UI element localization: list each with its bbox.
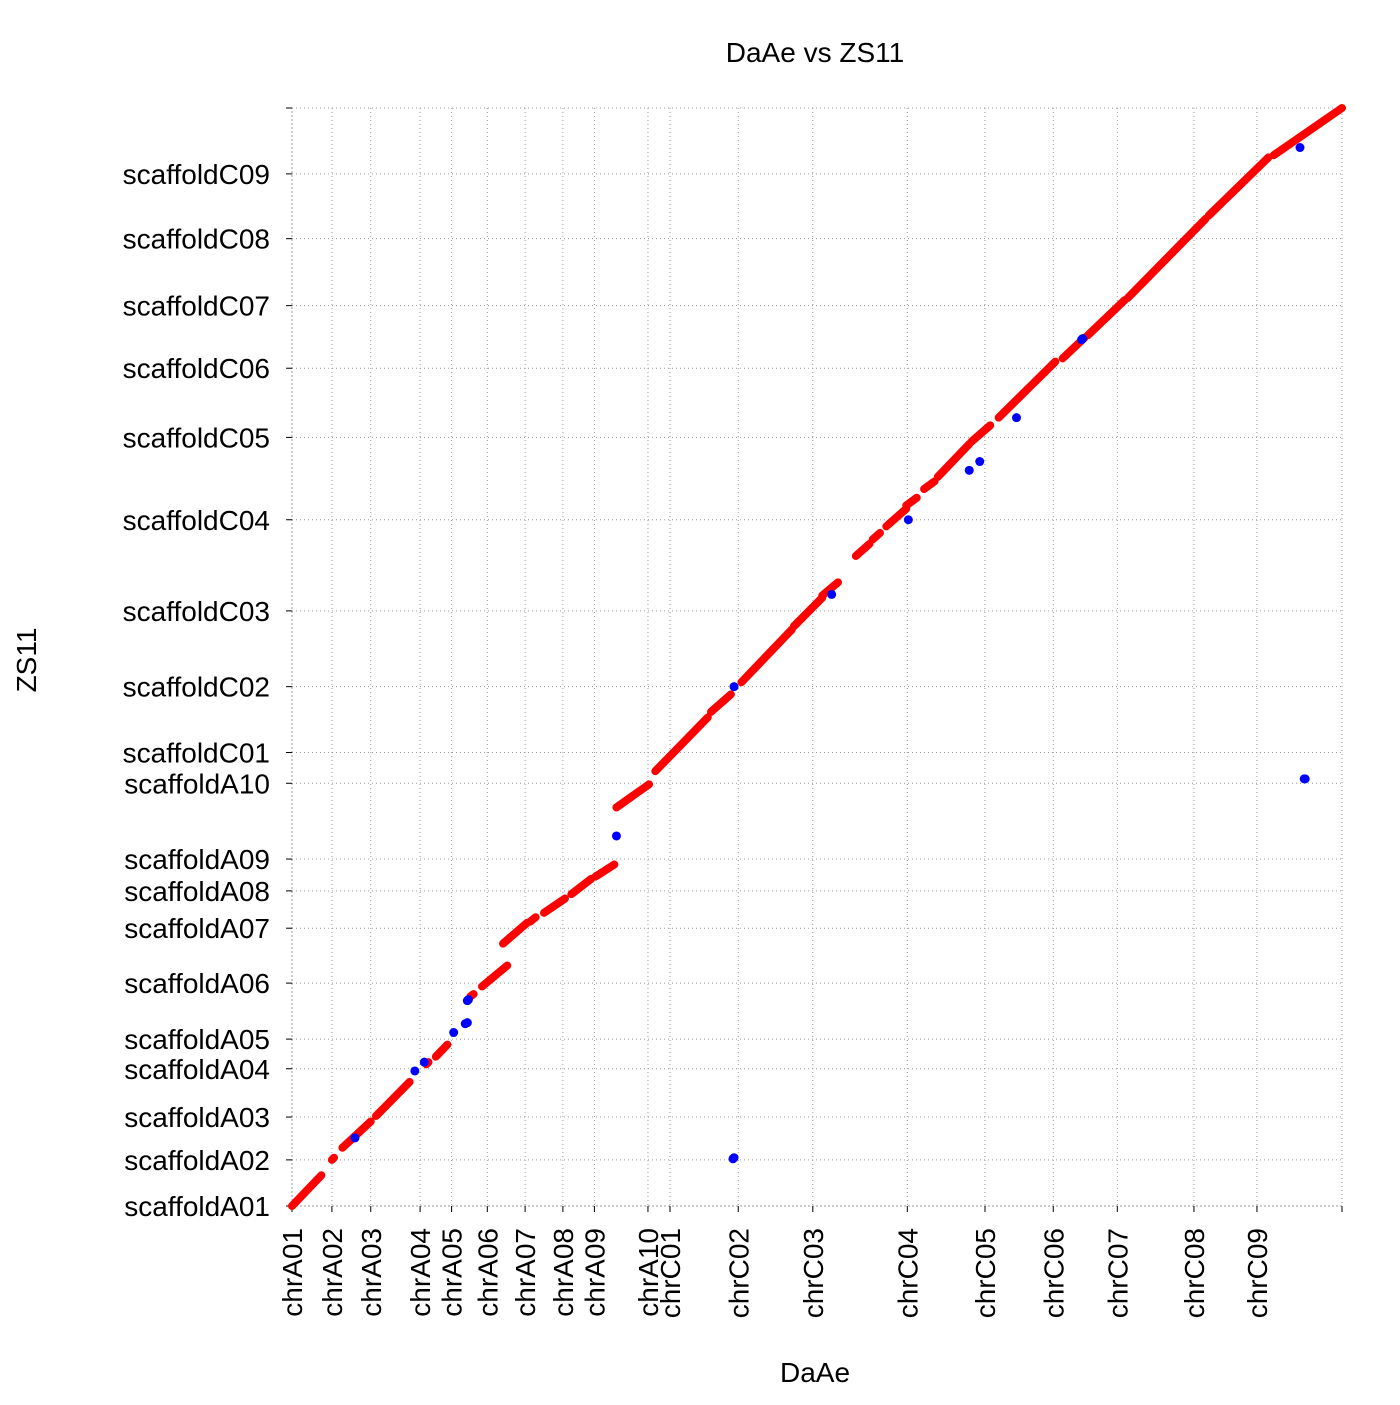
tick-layer: chrA01 chrA02 chrA03 chrA04 chrA05 chrA06 chrA…	[123, 107, 1343, 1318]
data-layer	[288, 104, 1346, 1210]
forward-alignment-segment	[1083, 296, 1129, 340]
forward-alignment-segment	[1269, 104, 1346, 160]
y-tick-label: scaffoldC01	[123, 738, 270, 769]
y-tick-label: scaffoldC02	[123, 672, 270, 703]
forward-alignment-segment	[994, 357, 1060, 422]
reverse-alignment-point	[350, 1133, 360, 1143]
forward-alignment-segment	[327, 1153, 338, 1164]
reverse-alignment-point	[975, 457, 985, 467]
forward-alignment-segment	[818, 578, 842, 600]
x-tick-label: chrA05	[437, 1228, 468, 1317]
reverse-alignment-point	[410, 1066, 420, 1076]
reverse-alignment-point	[449, 1028, 459, 1038]
x-tick-label: chrC01	[655, 1228, 686, 1318]
x-tick-label: chrA01	[277, 1228, 308, 1317]
forward-alignment-segment	[466, 990, 478, 1001]
reverse-alignment-point	[1295, 143, 1305, 153]
forward-alignment-segment	[933, 439, 974, 481]
y-tick-label: scaffoldA06	[124, 968, 270, 999]
x-tick-label: chrC05	[970, 1228, 1001, 1318]
reverse-alignment-point	[463, 995, 473, 1005]
forward-alignment-segment	[478, 961, 512, 991]
y-tick-label: scaffoldA01	[124, 1191, 270, 1222]
forward-alignment-segment	[591, 860, 619, 881]
reverse-alignment-point	[1078, 334, 1088, 344]
x-axis-label: DaAe	[780, 1357, 850, 1388]
y-tick-label: scaffoldC09	[123, 159, 270, 190]
reverse-alignment-point	[827, 589, 837, 599]
x-tick-label: chrA09	[579, 1228, 610, 1317]
x-tick-label: chrC07	[1102, 1228, 1133, 1318]
reverse-alignment-point	[1300, 774, 1310, 784]
y-tick-label: scaffoldC08	[123, 224, 270, 255]
x-tick-label: chrA07	[510, 1228, 541, 1317]
y-tick-label: scaffoldA08	[124, 876, 270, 907]
forward-alignment-segment	[882, 504, 911, 531]
forward-alignment-segment	[920, 477, 939, 494]
y-axis-label: ZS11	[11, 628, 42, 693]
reverse-alignment-point	[462, 1018, 472, 1028]
reverse-alignment-point	[903, 515, 913, 525]
x-tick-label: chrC09	[1242, 1228, 1273, 1318]
reverse-alignment-point	[419, 1057, 429, 1067]
y-tick-label: scaffoldA10	[124, 768, 270, 799]
forward-alignment-segment	[737, 625, 796, 687]
reverse-alignment-point	[1012, 413, 1021, 423]
forward-alignment-segment	[372, 1077, 414, 1120]
y-tick-label: scaffoldA05	[124, 1024, 270, 1055]
x-tick-label: chrA04	[405, 1228, 436, 1317]
forward-alignment-segment	[431, 1040, 452, 1061]
x-tick-label: chrA03	[356, 1228, 387, 1317]
y-tick-label: scaffoldC05	[123, 422, 270, 453]
reverse-alignment-point	[964, 465, 974, 475]
forward-alignment-segment	[651, 713, 712, 776]
chart-title: DaAe vs ZS11	[726, 37, 904, 68]
y-tick-label: scaffoldA02	[124, 1145, 270, 1176]
reverse-alignment-point	[611, 831, 621, 841]
forward-alignment-segment	[706, 690, 735, 716]
y-tick-label: scaffoldA04	[124, 1054, 270, 1085]
x-tick-label: chrA02	[317, 1228, 348, 1317]
forward-alignment-segment	[851, 539, 874, 560]
y-tick-label: scaffoldC07	[123, 291, 270, 322]
forward-alignment-segment	[526, 913, 540, 926]
y-tick-label: scaffoldC06	[123, 353, 270, 384]
forward-alignment-segment	[967, 421, 995, 446]
forward-alignment-segment	[902, 493, 921, 510]
forward-alignment-segment	[612, 780, 653, 812]
forward-alignment-segment	[789, 593, 827, 631]
y-tick-label: scaffoldA03	[124, 1102, 270, 1133]
x-tick-label: chrA08	[548, 1228, 579, 1317]
y-tick-label: scaffoldC03	[123, 596, 270, 627]
x-tick-label: chrA06	[472, 1228, 503, 1317]
y-tick-label: scaffoldC04	[123, 505, 270, 536]
forward-alignment-segment	[288, 1171, 326, 1210]
forward-alignment-segment	[499, 918, 532, 948]
forward-alignment-segment	[1123, 214, 1210, 302]
forward-alignment-segment	[567, 874, 596, 899]
x-tick-label: chrC03	[798, 1228, 829, 1318]
grid-layer	[291, 107, 1343, 1207]
x-tick-label: chrA10	[633, 1228, 664, 1317]
y-tick-label: scaffoldA09	[124, 844, 270, 875]
forward-alignment-segment	[540, 894, 569, 917]
reverse-alignment-point	[729, 1153, 739, 1163]
reverse-alignment-point	[729, 682, 739, 692]
y-tick-label: scaffoldA07	[124, 913, 270, 944]
forward-alignment-segment	[1204, 153, 1273, 220]
x-tick-label: chrC02	[723, 1228, 754, 1318]
forward-alignment-segment	[868, 528, 884, 544]
x-tick-label: chrC06	[1038, 1228, 1069, 1318]
x-tick-label: chrC08	[1179, 1228, 1210, 1318]
x-tick-label: chrC04	[892, 1228, 923, 1318]
